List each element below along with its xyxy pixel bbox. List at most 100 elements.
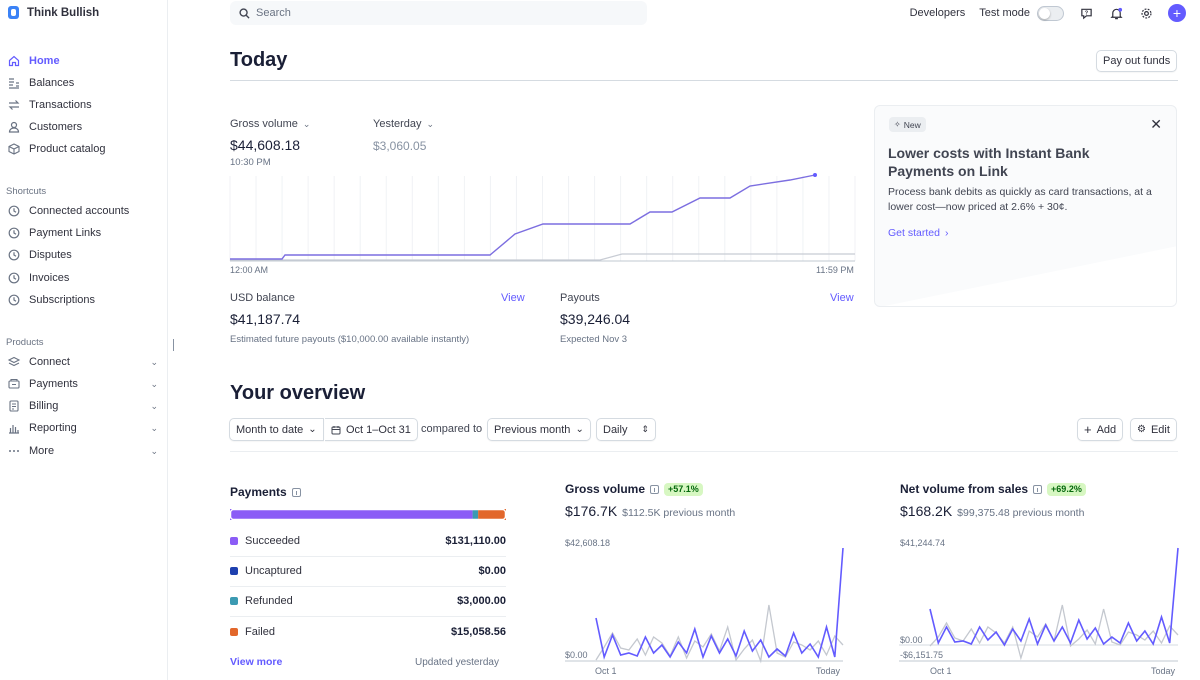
pay-out-funds-button[interactable]: Pay out funds	[1096, 50, 1178, 72]
more-icon	[9, 450, 19, 452]
net-previous-line	[929, 604, 1179, 661]
billing-icon	[9, 400, 19, 412]
sidebar-item-more[interactable]: More ⌄	[8, 445, 158, 457]
info-icon[interactable]	[291, 487, 301, 497]
sidebar-item-customers[interactable]: Customers	[8, 121, 158, 133]
sidebar-item-label: Home	[29, 55, 60, 67]
get-started-link[interactable]: Get started ›	[888, 227, 948, 239]
sidebar-item-reporting[interactable]: Reporting ⌄	[8, 422, 158, 434]
gross-card-x-end: Today	[816, 666, 841, 676]
row-divider	[230, 586, 506, 587]
test-mode-label: Test mode	[979, 7, 1030, 19]
transactions-icon	[8, 100, 20, 110]
net-card-ymid: $0.00	[900, 635, 923, 645]
new-badge-label: New	[903, 119, 921, 130]
payment-amount: $131,110.00	[445, 535, 506, 547]
overview-divider	[230, 451, 1178, 452]
payments-title: Payments	[230, 485, 287, 499]
gross-card-ymin: $0.00	[565, 650, 588, 660]
usd-balance-value: $41,187.74	[230, 311, 301, 327]
usd-balance-label: USD balance	[230, 292, 295, 304]
shortcut-invoices[interactable]: Invoices	[8, 272, 158, 284]
chevron-down-icon: ⌄	[150, 422, 158, 433]
sidebar-item-label: Balances	[29, 77, 75, 89]
customers-icon	[8, 121, 20, 133]
payment-status-label: Failed	[245, 626, 275, 638]
add-widget-button[interactable]: + Add	[1077, 418, 1124, 441]
gross-card-chart	[565, 547, 844, 664]
notifications-bell-icon[interactable]	[1108, 5, 1124, 21]
payouts-view-link[interactable]: View	[830, 292, 854, 304]
payment-status-label: Succeeded	[245, 535, 301, 547]
sidebar-item-connect[interactable]: Connect ⌄	[7, 356, 158, 368]
test-mode-toggle[interactable]	[1037, 5, 1064, 21]
chevron-down-icon: ⌄	[302, 118, 311, 129]
uncaptured-swatch	[230, 567, 238, 575]
info-icon[interactable]	[650, 484, 660, 494]
date-range-select[interactable]: Month to date ⌄	[229, 418, 324, 441]
succeeded-swatch	[230, 537, 238, 545]
payment-row-succeeded[interactable]: Succeeded $131,110.00	[230, 526, 506, 556]
info-icon[interactable]	[1033, 484, 1043, 494]
shortcuts-heading: Shortcuts	[6, 186, 47, 197]
shortcut-disputes[interactable]: Disputes	[8, 249, 158, 261]
net-card-value-group: $168.2K $99,375.48 previous month	[900, 503, 1084, 519]
chevron-right-icon: ›	[944, 227, 949, 239]
view-more-link[interactable]: View more	[230, 656, 283, 668]
products-heading: Products	[6, 337, 44, 348]
sidebar-item-billing[interactable]: Billing ⌄	[8, 400, 158, 412]
shortcut-connected-accounts[interactable]: Connected accounts	[8, 205, 158, 217]
sidebar-item-home[interactable]: Home	[8, 55, 158, 67]
test-mode-toggle-group[interactable]: Test mode	[979, 5, 1064, 21]
clock-icon	[8, 205, 20, 217]
account-switcher[interactable]: Think Bullish	[8, 6, 99, 19]
net-card-chart	[899, 547, 1179, 662]
clock-icon	[8, 294, 20, 306]
interval-select[interactable]: Daily ⇕	[596, 418, 656, 441]
calendar-icon	[331, 425, 341, 434]
date-picker[interactable]: Oct 1–Oct 31	[325, 418, 418, 441]
page-title: Today	[230, 49, 288, 71]
shortcut-payment-links[interactable]: Payment Links	[8, 227, 158, 239]
edit-overview-button[interactable]: ⚙ Edit	[1130, 418, 1177, 441]
payouts-label: Payouts	[560, 292, 600, 304]
net-card-ymax: $41,244.74	[900, 538, 946, 548]
gross-volume-selector[interactable]: Gross volume ⌄	[230, 118, 310, 130]
compare-period-select[interactable]: Previous month ⌄	[487, 418, 591, 441]
sidebar-item-transactions[interactable]: Transactions	[8, 99, 158, 111]
net-card-ymin: -$6,151.75	[900, 650, 944, 660]
gross-current-line	[595, 547, 844, 660]
payment-row-uncaptured[interactable]: Uncaptured $0.00	[230, 556, 506, 586]
sidebar-item-balances[interactable]: Balances	[8, 77, 158, 89]
gross-card-value: $176.7K	[565, 503, 618, 519]
usd-balance-view-link[interactable]: View	[501, 292, 525, 304]
help-icon[interactable]: ?	[1078, 5, 1094, 21]
shortcut-label: Payment Links	[29, 227, 102, 239]
chevron-updown-icon: ⇕	[641, 424, 649, 434]
compared-to-label: compared to	[421, 423, 483, 435]
close-icon[interactable]: ✕	[1150, 116, 1162, 132]
sidebar-item-product-catalog[interactable]: Product catalog	[8, 143, 158, 155]
sidebar-item-payments[interactable]: Payments ⌄	[8, 378, 158, 390]
create-plus-button[interactable]: +	[1168, 4, 1186, 22]
sidebar-resize-handle[interactable]	[173, 339, 174, 351]
yesterday-selector[interactable]: Yesterday ⌄	[373, 118, 434, 130]
search-bar[interactable]: Search	[230, 1, 647, 25]
developers-link[interactable]: Developers	[909, 7, 966, 19]
settings-gear-icon[interactable]	[1138, 5, 1154, 21]
payment-amount: $3,000.00	[457, 595, 506, 607]
sidebar-item-label: More	[29, 445, 55, 457]
row-divider	[230, 556, 506, 557]
interval-value: Daily	[603, 423, 628, 436]
shortcut-subscriptions[interactable]: Subscriptions	[8, 294, 158, 306]
payment-row-refunded[interactable]: Refunded $3,000.00	[230, 586, 506, 616]
chart-end-time: 11:59 PM	[816, 265, 854, 275]
account-name: Think Bullish	[27, 6, 100, 19]
payment-amount: $15,058.56	[450, 626, 506, 638]
net-card-title: Net volume from sales +69.2%	[900, 482, 1086, 496]
svg-text:?: ?	[1084, 10, 1088, 16]
get-started-label: Get started	[888, 227, 940, 239]
payment-row-failed[interactable]: Failed $15,058.56	[230, 617, 506, 647]
product-catalog-icon	[8, 143, 20, 155]
promo-title: Lower costs with Instant Bank Payments o…	[888, 145, 1090, 179]
